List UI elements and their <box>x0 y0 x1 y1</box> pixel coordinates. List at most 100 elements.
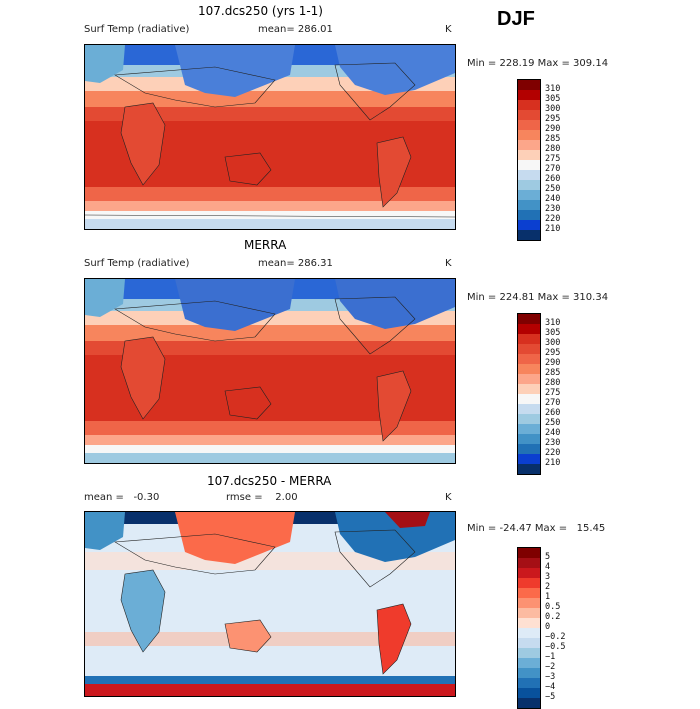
colorbar-label: 240 <box>545 194 561 204</box>
panel2-colorbar <box>517 313 541 475</box>
colorbar-swatch <box>518 658 540 668</box>
colorbar-label: 290 <box>545 124 561 134</box>
colorbar-swatch <box>518 140 540 150</box>
colorbar-label: 250 <box>545 418 561 428</box>
panel1-minmax: Min = 228.19 Max = 309.14 <box>467 58 609 69</box>
colorbar-label: 270 <box>545 164 561 174</box>
colorbar-swatch <box>518 364 540 374</box>
colorbar-label: 295 <box>545 348 561 358</box>
panel2-mean: mean= 286.31 <box>258 258 333 269</box>
colorbar-label: 5 <box>545 552 551 562</box>
panel3-mean: mean = -0.30 <box>84 492 160 503</box>
colorbar-swatch <box>518 588 540 598</box>
panel2-minmax: Min = 224.81 Max = 310.34 <box>467 292 609 303</box>
panel2-map <box>84 278 456 464</box>
colorbar-label: 2 <box>545 582 551 592</box>
colorbar-label: 0.5 <box>545 602 561 612</box>
colorbar-swatch <box>518 444 540 454</box>
colorbar-swatch <box>518 120 540 130</box>
colorbar-swatch <box>518 464 540 474</box>
season-label: DJF <box>497 8 535 30</box>
colorbar-swatch <box>518 354 540 364</box>
panel3-map <box>84 511 456 697</box>
colorbar-label: −0.2 <box>545 632 566 642</box>
colorbar-swatch <box>518 100 540 110</box>
colorbar-label: 275 <box>545 154 561 164</box>
colorbar-swatch <box>518 314 540 324</box>
colorbar-swatch <box>518 638 540 648</box>
colorbar-label: 270 <box>545 398 561 408</box>
colorbar-label: 280 <box>545 378 561 388</box>
colorbar-swatch <box>518 548 540 558</box>
panel2-title: MERRA <box>244 238 287 252</box>
colorbar-label: 310 <box>545 318 561 328</box>
colorbar-swatch <box>518 394 540 404</box>
colorbar-swatch <box>518 598 540 608</box>
panel1-unit: K <box>445 24 452 35</box>
colorbar-swatch <box>518 220 540 230</box>
colorbar-label: 310 <box>545 84 561 94</box>
colorbar-label: 0.2 <box>545 612 561 622</box>
colorbar-swatch <box>518 334 540 344</box>
colorbar-swatch <box>518 628 540 638</box>
colorbar-label: 210 <box>545 224 561 234</box>
colorbar-swatch <box>518 344 540 354</box>
colorbar-swatch <box>518 374 540 384</box>
colorbar-swatch <box>518 150 540 160</box>
colorbar-label: 290 <box>545 358 561 368</box>
colorbar-label: 280 <box>545 144 561 154</box>
panel3-rmse: rmse = 2.00 <box>226 492 298 503</box>
colorbar-label: 305 <box>545 94 561 104</box>
colorbar-label: 4 <box>545 562 551 572</box>
colorbar-label: 285 <box>545 368 561 378</box>
colorbar-swatch <box>518 454 540 464</box>
colorbar-label: 230 <box>545 204 561 214</box>
colorbar-swatch <box>518 414 540 424</box>
colorbar-swatch <box>518 384 540 394</box>
colorbar-label: −1 <box>545 652 556 662</box>
colorbar-label: 220 <box>545 214 561 224</box>
colorbar-label: 250 <box>545 184 561 194</box>
colorbar-label: 220 <box>545 448 561 458</box>
colorbar-label: 260 <box>545 408 561 418</box>
colorbar-swatch <box>518 688 540 698</box>
panel1-title: 107.dcs250 (yrs 1-1) <box>198 4 323 18</box>
colorbar-label: 260 <box>545 174 561 184</box>
colorbar-label: −3 <box>545 672 556 682</box>
colorbar-label: 3 <box>545 572 551 582</box>
colorbar-swatch <box>518 230 540 240</box>
colorbar-label: −4 <box>545 682 556 692</box>
colorbar-label: 210 <box>545 458 561 468</box>
colorbar-label: 285 <box>545 134 561 144</box>
panel2-variable: Surf Temp (radiative) <box>84 258 190 269</box>
colorbar-label: 1 <box>545 592 551 602</box>
colorbar-swatch <box>518 434 540 444</box>
colorbar-swatch <box>518 678 540 688</box>
colorbar-swatch <box>518 80 540 90</box>
colorbar-swatch <box>518 130 540 140</box>
colorbar-swatch <box>518 618 540 628</box>
colorbar-swatch <box>518 90 540 100</box>
panel3-minmax: Min = -24.47 Max = 15.45 <box>467 523 606 534</box>
colorbar-label: 0 <box>545 622 551 632</box>
panel1-colorbar <box>517 79 541 241</box>
colorbar-label: 230 <box>545 438 561 448</box>
colorbar-swatch <box>518 170 540 180</box>
panel2-unit: K <box>445 258 452 269</box>
colorbar-swatch <box>518 424 540 434</box>
panel3-colorbar <box>517 547 541 709</box>
colorbar-swatch <box>518 558 540 568</box>
colorbar-swatch <box>518 200 540 210</box>
colorbar-swatch <box>518 210 540 220</box>
colorbar-swatch <box>518 110 540 120</box>
colorbar-label: 240 <box>545 428 561 438</box>
colorbar-swatch <box>518 324 540 334</box>
colorbar-label: 275 <box>545 388 561 398</box>
colorbar-label: 300 <box>545 104 561 114</box>
colorbar-swatch <box>518 568 540 578</box>
colorbar-label: −0.5 <box>545 642 566 652</box>
colorbar-swatch <box>518 648 540 658</box>
colorbar-swatch <box>518 404 540 414</box>
panel1-variable: Surf Temp (radiative) <box>84 24 190 35</box>
colorbar-swatch <box>518 668 540 678</box>
